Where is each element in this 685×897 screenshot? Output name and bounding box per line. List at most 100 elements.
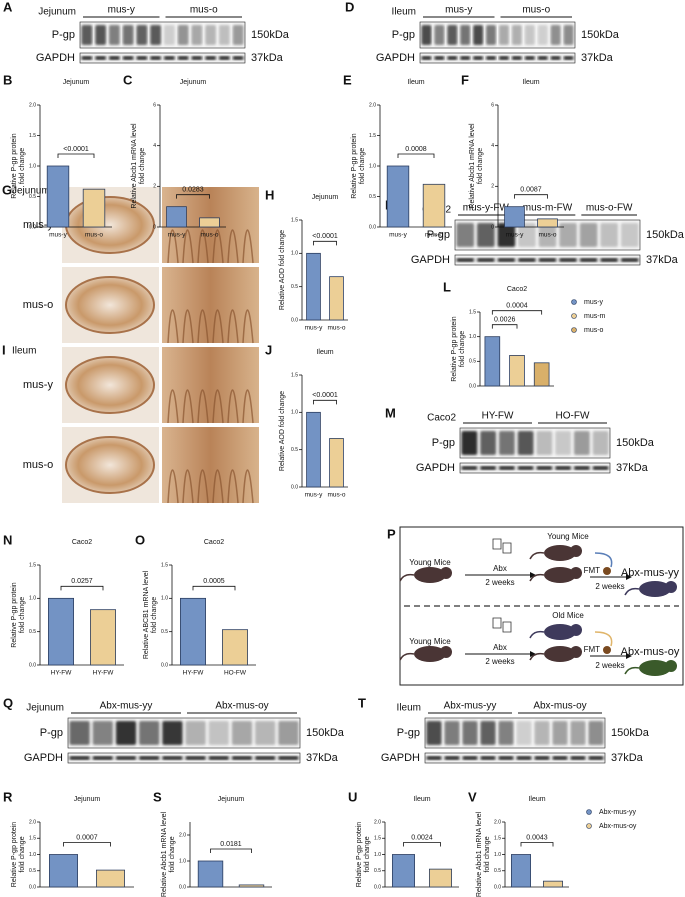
mouse-tail — [529, 652, 545, 661]
blot-strip — [79, 21, 246, 49]
blot-group: mus-o — [522, 5, 550, 16]
histology-row: mus-o — [23, 459, 54, 471]
mouse-head — [665, 581, 677, 593]
blot-tissue: Jejunum — [38, 7, 76, 18]
mouse-head — [440, 567, 452, 579]
y-tick-label: 1.5 — [29, 562, 36, 568]
band — [588, 721, 604, 745]
y-axis-label: Relative P-gp protein — [356, 822, 363, 887]
y-tick-label: 1.5 — [494, 836, 501, 842]
band — [600, 258, 618, 262]
bar — [82, 188, 106, 228]
villus — [242, 389, 254, 424]
legend-marker — [571, 299, 577, 305]
band — [95, 56, 106, 60]
villus — [212, 309, 224, 344]
band — [570, 721, 586, 745]
band — [517, 431, 534, 455]
band — [498, 756, 514, 760]
y-tick-label: 1.5 — [29, 133, 36, 139]
panel-letter: G — [2, 182, 12, 197]
y-tick-label: 4 — [153, 143, 156, 149]
villus — [227, 309, 239, 344]
arrowhead — [626, 653, 632, 659]
band — [162, 721, 183, 745]
p-value: 0.0257 — [71, 578, 93, 585]
bar — [306, 411, 321, 488]
y-tick-label: 2.0 — [179, 832, 186, 838]
y-tick-label: 0.0 — [374, 884, 381, 890]
band — [81, 56, 93, 60]
mouse-body — [544, 624, 576, 640]
bar — [509, 355, 525, 387]
histology-image — [162, 347, 259, 423]
band — [191, 25, 203, 45]
band — [122, 56, 134, 60]
band — [555, 431, 571, 455]
tissue-section — [65, 276, 155, 334]
bar — [166, 206, 187, 228]
y-tick-label: 0 — [491, 224, 494, 230]
significance-bracket — [313, 240, 337, 246]
band — [185, 756, 206, 760]
mouse-tail — [529, 551, 545, 560]
schematic-text: Young Mice — [547, 532, 589, 541]
chart-title: Jejunum — [218, 796, 245, 803]
y-tick-label: 0.5 — [469, 359, 476, 365]
y-axis-label: Relative ABCB1 mRNA level — [143, 570, 150, 659]
histology-image — [162, 267, 259, 343]
blot-group: HO-FW — [556, 411, 590, 422]
villus — [182, 469, 194, 504]
band — [219, 25, 230, 45]
significance-bracket — [491, 324, 518, 329]
p-value: <0.0001 — [312, 392, 338, 399]
x-tick-label: mus-y — [389, 232, 407, 239]
band — [574, 431, 590, 455]
blot-row-label: GAPDH — [381, 752, 420, 764]
y-tick-label: 1.0 — [494, 852, 501, 858]
blot-group: Abx-mus-oy — [215, 701, 268, 712]
band — [444, 721, 460, 745]
significance-bracket — [60, 585, 104, 591]
band — [191, 56, 203, 60]
bar — [329, 276, 344, 321]
pills — [492, 617, 512, 633]
legend-label: mus-m — [584, 313, 606, 320]
band — [421, 56, 432, 60]
y-axis-label: fold change — [459, 331, 466, 367]
significance-bracket — [520, 842, 554, 847]
y-axis-label: fold change — [19, 597, 26, 633]
y-tick-label: 0.0 — [369, 224, 376, 230]
blot-strip — [67, 752, 301, 764]
y-axis-label: Relative AOD fold change — [279, 230, 286, 310]
y-tick-label: 0.5 — [291, 447, 298, 453]
arrowhead — [626, 574, 632, 580]
p-value: <0.0001 — [63, 146, 89, 153]
band — [456, 223, 475, 247]
villus — [197, 469, 209, 504]
y-tick-label: 1.0 — [29, 596, 36, 602]
feces — [603, 646, 611, 654]
chart-title: Ileum — [522, 79, 539, 86]
villus — [242, 229, 254, 264]
y-axis-label: Relative P-gp protein — [11, 133, 18, 198]
panel-letter: J — [265, 342, 272, 357]
blot-size: 150kDa — [251, 29, 290, 41]
y-tick-label: 1.0 — [369, 163, 376, 169]
band — [81, 25, 93, 45]
y-tick-label: 1.5 — [161, 562, 168, 568]
blot-group: mus-y — [445, 5, 472, 16]
bar — [391, 854, 415, 888]
band — [136, 25, 148, 45]
y-axis-label: fold change — [359, 148, 366, 184]
legend-marker — [586, 823, 592, 829]
band — [592, 466, 609, 470]
schematic-text: 2 weeks — [485, 578, 514, 587]
blot-row-label: GAPDH — [411, 254, 450, 266]
y-tick-label: 2.0 — [494, 819, 501, 825]
legend-label: mus-o — [584, 327, 604, 334]
mouse-tail — [399, 652, 415, 661]
blot-size: 150kDa — [611, 727, 650, 739]
bar — [306, 252, 321, 321]
x-tick-label: mus-o — [425, 232, 443, 239]
